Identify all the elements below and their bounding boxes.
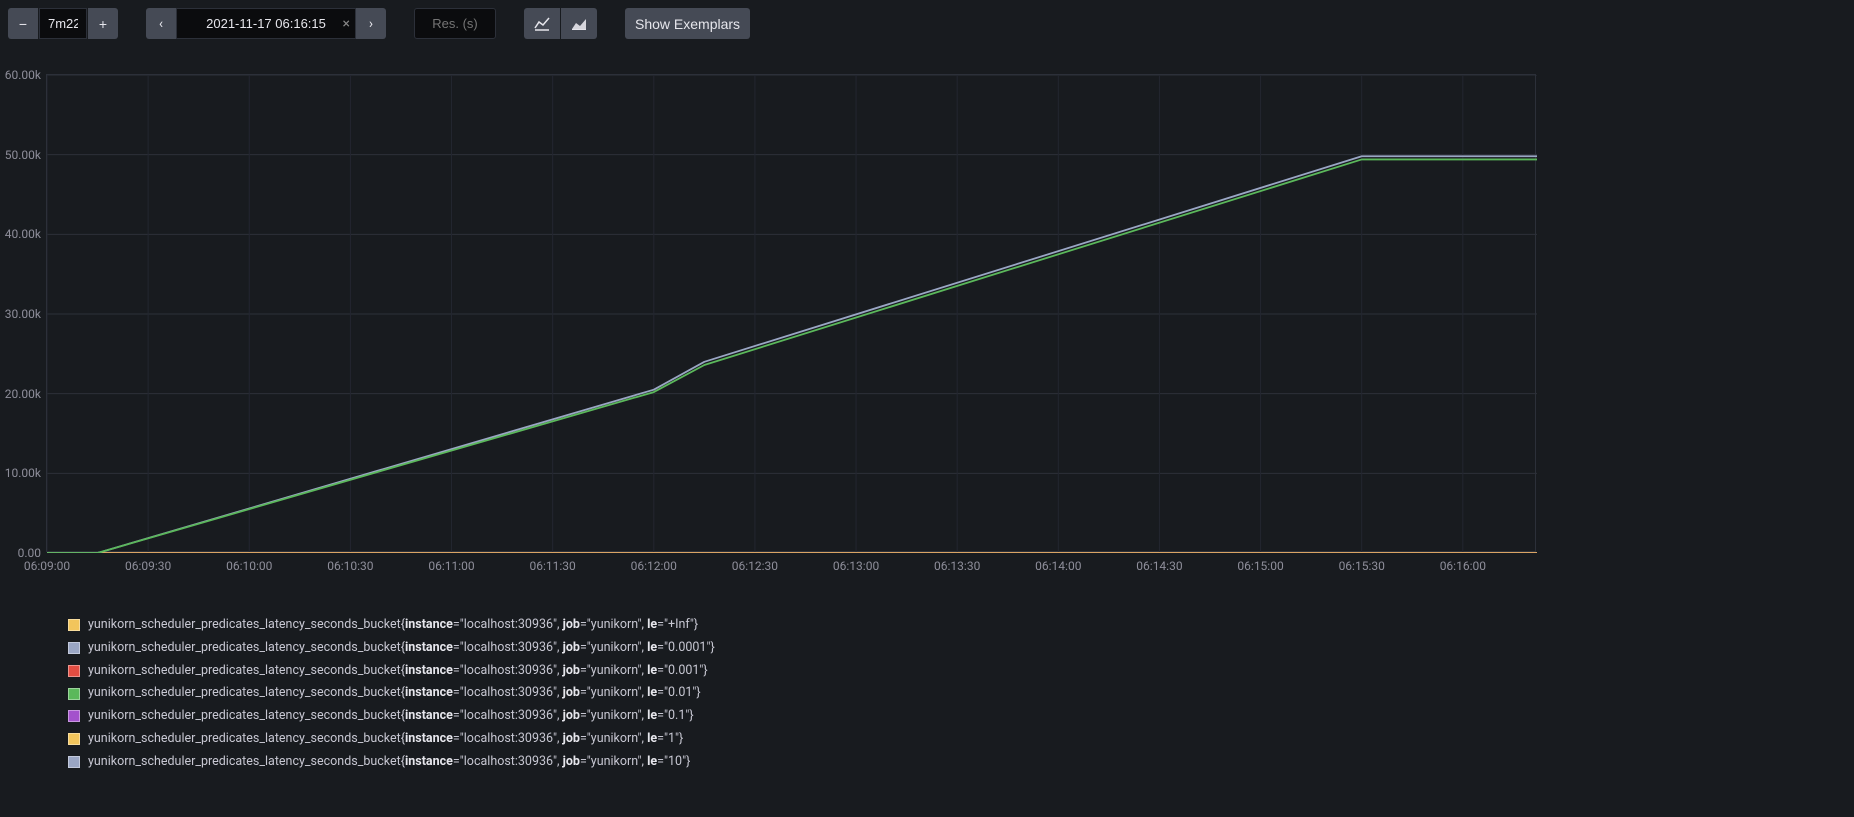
legend-item[interactable]: yunikorn_scheduler_predicates_latency_se… (68, 753, 715, 772)
range-minus-button[interactable]: − (8, 8, 38, 39)
legend-swatch (68, 733, 80, 745)
x-tick-label: 06:15:30 (1339, 559, 1385, 573)
y-tick-label: 50.00k (5, 148, 41, 162)
y-tick-label: 0.00 (18, 546, 41, 560)
x-tick-label: 06:14:00 (1035, 559, 1081, 573)
chart-area: 0.0010.00k20.00k30.00k40.00k50.00k60.00k… (46, 56, 1536, 552)
time-input-wrap: × (176, 8, 356, 39)
x-tick-label: 06:12:00 (631, 559, 677, 573)
legend-label: yunikorn_scheduler_predicates_latency_se… (88, 662, 708, 681)
legend-label: yunikorn_scheduler_predicates_latency_se… (88, 730, 683, 749)
x-tick-label: 06:11:00 (428, 559, 474, 573)
legend-label: yunikorn_scheduler_predicates_latency_se… (88, 753, 690, 772)
legend-swatch (68, 710, 80, 722)
y-tick-label: 20.00k (5, 387, 41, 401)
chart-type-stacked-button[interactable] (561, 8, 597, 39)
x-tick-label: 06:16:00 (1440, 559, 1486, 573)
y-tick-label: 60.00k (5, 68, 41, 82)
y-tick-label: 30.00k (5, 307, 41, 321)
show-exemplars-button[interactable]: Show Exemplars (625, 8, 750, 39)
legend-swatch (68, 642, 80, 654)
x-tick-label: 06:13:00 (833, 559, 879, 573)
legend-swatch (68, 665, 80, 677)
legend-item[interactable]: yunikorn_scheduler_predicates_latency_se… (68, 662, 715, 681)
area-chart-icon (571, 16, 587, 32)
resolution-input[interactable] (414, 8, 496, 39)
legend-item[interactable]: yunikorn_scheduler_predicates_latency_se… (68, 616, 715, 635)
toolbar: − + ‹ × › Show Exemplars (8, 8, 1846, 39)
x-tick-label: 06:14:30 (1136, 559, 1182, 573)
legend-swatch (68, 688, 80, 700)
legend-label: yunikorn_scheduler_predicates_latency_se… (88, 684, 701, 703)
time-nav-group: ‹ × › (146, 8, 386, 39)
legend-item[interactable]: yunikorn_scheduler_predicates_latency_se… (68, 684, 715, 703)
legend-label: yunikorn_scheduler_predicates_latency_se… (88, 639, 715, 658)
line-chart-icon (534, 16, 550, 32)
time-clear-icon[interactable]: × (343, 16, 350, 32)
time-next-button[interactable]: › (356, 8, 386, 39)
chart-svg (47, 75, 1537, 553)
time-input[interactable] (176, 8, 356, 39)
x-tick-label: 06:09:00 (24, 559, 70, 573)
legend-label: yunikorn_scheduler_predicates_latency_se… (88, 707, 694, 726)
x-tick-label: 06:11:30 (530, 559, 576, 573)
legend-item[interactable]: yunikorn_scheduler_predicates_latency_se… (68, 639, 715, 658)
legend-item[interactable]: yunikorn_scheduler_predicates_latency_se… (68, 707, 715, 726)
legend-item[interactable]: yunikorn_scheduler_predicates_latency_se… (68, 730, 715, 749)
y-tick-label: 10.00k (5, 466, 41, 480)
chart-type-line-button[interactable] (524, 8, 560, 39)
x-tick-label: 06:10:30 (327, 559, 373, 573)
chart-type-group (524, 8, 597, 39)
range-plus-button[interactable]: + (88, 8, 118, 39)
legend-label: yunikorn_scheduler_predicates_latency_se… (88, 616, 698, 635)
legend: yunikorn_scheduler_predicates_latency_se… (68, 616, 715, 771)
x-tick-label: 06:10:00 (226, 559, 272, 573)
y-tick-label: 40.00k (5, 227, 41, 241)
legend-swatch (68, 619, 80, 631)
range-group: − + (8, 8, 118, 39)
x-tick-label: 06:12:30 (732, 559, 778, 573)
x-tick-label: 06:15:00 (1237, 559, 1283, 573)
chart-frame[interactable]: 0.0010.00k20.00k30.00k40.00k50.00k60.00k… (46, 74, 1536, 552)
x-tick-label: 06:09:30 (125, 559, 171, 573)
legend-swatch (68, 756, 80, 768)
x-tick-label: 06:13:30 (934, 559, 980, 573)
range-input[interactable] (39, 8, 87, 39)
time-prev-button[interactable]: ‹ (146, 8, 176, 39)
